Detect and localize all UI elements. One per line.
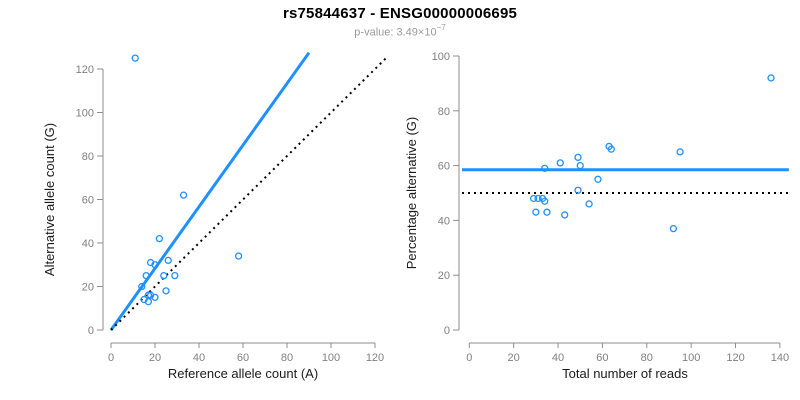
data-point [767, 74, 775, 82]
x-tick-label: 60 [237, 352, 249, 364]
data-point [574, 153, 582, 162]
data-point [234, 252, 243, 260]
y-tick-label: 60 [82, 195, 94, 207]
y-tick-label: 0 [444, 325, 450, 337]
x-tick-label: 40 [552, 352, 564, 364]
data-point [151, 261, 159, 269]
y-tick-label: 20 [82, 282, 94, 294]
x-tick-label: 60 [596, 352, 608, 364]
pvalue-exponent: −7 [436, 23, 446, 32]
data-point [160, 271, 168, 280]
data-point [561, 211, 569, 219]
data-point [538, 194, 547, 203]
data-point [676, 148, 684, 156]
x-tick-label: 120 [726, 352, 744, 364]
y-tick-label: 100 [76, 108, 94, 120]
data-point [605, 142, 613, 151]
data-point [529, 194, 538, 203]
x-tick-label: 100 [322, 352, 340, 364]
data-point [543, 208, 551, 216]
x-tick-label: 100 [682, 352, 700, 364]
page-title: rs75844637 - ENSG00000006695 [282, 5, 518, 22]
x-tick-label: 0 [108, 352, 114, 364]
data-point [171, 271, 179, 280]
data-point [179, 191, 188, 199]
data-point [532, 208, 540, 216]
y-tick-label: 80 [82, 151, 94, 163]
y-tick-label: 20 [438, 270, 450, 282]
y-tick-label: 80 [438, 106, 450, 118]
y-tick-label: 40 [82, 238, 94, 250]
x-tick-label: 140 [771, 352, 789, 364]
x-tick-label: 120 [366, 352, 384, 364]
data-point [131, 54, 139, 62]
data-point [142, 271, 150, 280]
data-point [164, 256, 172, 265]
x-tick-label: 0 [466, 352, 472, 364]
data-point [534, 194, 542, 203]
y-axis-label: Percentage alternative (G) [404, 117, 419, 269]
y-tick-label: 40 [438, 215, 450, 227]
data-point [594, 175, 602, 183]
y-tick-label: 60 [438, 161, 450, 173]
y-tick-label: 100 [432, 51, 450, 63]
data-point [144, 298, 153, 306]
pvalue-text: p-value: 3.49×10 [354, 26, 437, 39]
identity-line [110, 55, 389, 331]
data-point [576, 161, 584, 170]
x-axis-label: Reference allele count (A) [168, 366, 318, 381]
y-axis-label: Alternative allele count (G) [42, 123, 57, 276]
data-point [541, 164, 549, 172]
x-tick-label: 40 [193, 352, 205, 364]
data-point [138, 282, 146, 291]
data-point [155, 234, 164, 243]
x-tick-label: 80 [281, 352, 293, 364]
pvalue-subtitle: p-value: 3.49×10−7 [0, 23, 800, 39]
data-point [574, 186, 582, 194]
x-tick-label: 80 [641, 352, 653, 364]
x-tick-label: 20 [149, 352, 161, 364]
data-point [585, 200, 593, 208]
data-point [669, 224, 678, 233]
x-tick-label: 20 [508, 352, 520, 364]
data-point [151, 293, 159, 302]
data-point [556, 159, 564, 167]
data-point [162, 287, 170, 295]
y-tick-label: 0 [88, 325, 94, 337]
x-axis-label: Total number of reads [562, 366, 688, 381]
regression-line [109, 51, 311, 331]
y-tick-label: 120 [76, 64, 94, 76]
